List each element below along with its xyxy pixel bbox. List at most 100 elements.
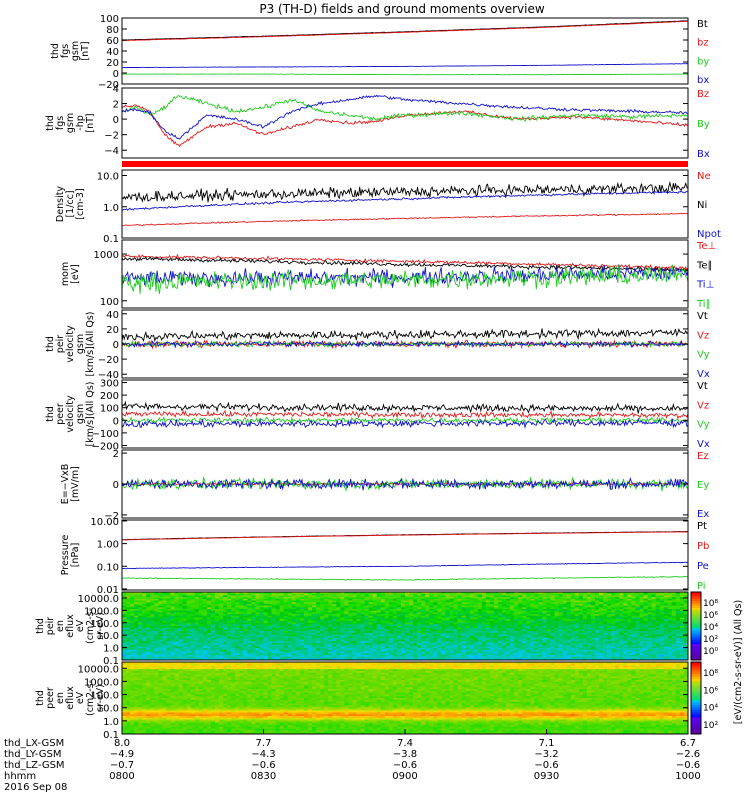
heatmap-cell <box>530 619 535 622</box>
heatmap-cell <box>522 624 527 627</box>
figure-title: P3 (TH-D) fields and ground moments over… <box>259 2 544 16</box>
heatmap-cell <box>219 649 224 652</box>
heatmap-cell <box>538 593 543 596</box>
heatmap-cell <box>291 609 297 611</box>
heatmap-cell <box>368 632 373 635</box>
heatmap-cell <box>170 600 175 603</box>
ytick-label: 10.0 <box>97 172 119 183</box>
heatmap-cell <box>461 648 466 651</box>
heatmap-cell <box>186 598 192 601</box>
heatmap-cell <box>154 597 159 600</box>
heatmap-cell <box>210 622 216 625</box>
heatmap-cell <box>396 653 402 656</box>
heatmap-cell <box>223 607 228 610</box>
heatmap-cell <box>368 637 373 640</box>
heatmap-cell <box>506 646 511 649</box>
heatmap-cell <box>595 610 600 613</box>
heatmap-cell <box>429 632 434 635</box>
heatmap-cell <box>461 629 466 632</box>
heatmap-cell <box>214 656 220 659</box>
heatmap-cell <box>247 629 252 632</box>
heatmap-cell <box>586 597 592 600</box>
heatmap-cell <box>190 656 196 659</box>
heatmap-cell <box>134 646 139 649</box>
legend-fgs_hp-1: By <box>697 119 710 130</box>
heatmap-cell <box>595 600 600 603</box>
heatmap-cell <box>372 643 377 645</box>
heatmap-cell <box>190 649 196 652</box>
heatmap-cell <box>166 597 171 600</box>
heatmap-cell <box>150 602 155 605</box>
heatmap-cell <box>364 597 369 600</box>
heatmap-cell <box>223 612 228 615</box>
ytick-label: −4 <box>104 146 119 157</box>
heatmap-cell <box>409 598 414 601</box>
heatmap-cell <box>457 597 462 600</box>
heatmap-cell <box>409 612 414 615</box>
heatmap-cell <box>437 624 442 627</box>
heatmap-cell <box>356 651 361 654</box>
heatmap-cell <box>546 600 551 603</box>
heatmap-cell <box>384 641 390 644</box>
heatmap-cell <box>518 605 523 608</box>
heatmap-cell <box>214 649 220 652</box>
heatmap-cell <box>481 634 487 637</box>
heatmap-cell <box>166 598 171 601</box>
heatmap-cell <box>485 614 491 617</box>
heatmap-cell <box>457 603 462 606</box>
heatmap-cell <box>445 637 450 640</box>
heatmap-cell <box>130 624 135 627</box>
heatmap-cell <box>485 607 491 610</box>
heatmap-cell <box>336 641 341 644</box>
heatmap-cell <box>400 651 406 654</box>
heatmap-cell <box>198 597 204 600</box>
heatmap-cell <box>122 631 127 634</box>
heatmap-cell <box>562 609 568 611</box>
heatmap-cell <box>570 597 576 600</box>
heatmap-cell <box>158 651 163 654</box>
heatmap-cell <box>489 656 495 659</box>
heatmap-cell <box>223 617 228 620</box>
heatmap-cell <box>142 607 147 610</box>
heatmap-cell <box>303 632 309 635</box>
heatmap-cell <box>578 639 584 642</box>
heatmap-cell <box>368 631 373 634</box>
heatmap-cell <box>538 607 543 610</box>
heatmap-cell <box>267 637 272 640</box>
heatmap-cell <box>312 603 317 606</box>
heatmap-cell <box>493 651 499 654</box>
heatmap-cell <box>376 612 382 615</box>
heatmap-cell <box>510 641 515 644</box>
heatmap-cell <box>142 597 147 600</box>
heatmap-cell <box>259 620 264 623</box>
heatmap-cell <box>477 644 483 647</box>
heatmap-cell <box>299 620 305 623</box>
heatmap-cell <box>235 626 240 628</box>
heatmap-cell <box>178 612 183 615</box>
heatmap-cell <box>198 614 204 617</box>
heatmap-cell <box>287 593 293 596</box>
heatmap-cell <box>122 598 127 601</box>
heatmap-cell <box>481 624 487 627</box>
heatmap-cell <box>170 619 175 622</box>
heatmap-cell <box>295 634 301 637</box>
heatmap-cell <box>542 629 547 632</box>
heatmap-cell <box>554 629 559 632</box>
heatmap-cell <box>502 634 507 637</box>
heatmap-cell <box>522 602 527 605</box>
ytick-label: 2 <box>113 449 119 460</box>
series-peer_v-3 <box>121 339 689 349</box>
heatmap-cell <box>473 636 479 639</box>
heatmap-cell <box>299 627 305 630</box>
heatmap-cell <box>396 605 402 608</box>
heatmap-cell <box>214 600 220 603</box>
heatmap-cell <box>198 620 204 623</box>
heatmap-cell <box>316 646 321 649</box>
heatmap-cell <box>469 619 475 622</box>
heatmap-cell <box>154 600 159 603</box>
heatmap-cell <box>384 643 390 645</box>
heatmap-cell <box>578 620 584 623</box>
heatmap-cell <box>186 593 192 596</box>
heatmap-cell <box>291 643 297 645</box>
heatmap-cell <box>530 641 535 644</box>
